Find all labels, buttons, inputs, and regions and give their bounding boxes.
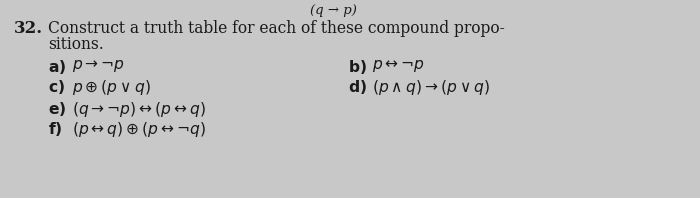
Text: $\mathbf{f)}$: $\mathbf{f)}$ xyxy=(48,120,62,138)
Text: $\mathbf{e)}$: $\mathbf{e)}$ xyxy=(48,100,66,118)
Text: $p \leftrightarrow \neg p$: $p \leftrightarrow \neg p$ xyxy=(372,58,425,74)
Text: $\mathbf{b)}$: $\mathbf{b)}$ xyxy=(348,58,367,76)
Text: $\mathbf{c)}$: $\mathbf{c)}$ xyxy=(48,78,65,96)
Text: $\mathbf{d)}$: $\mathbf{d)}$ xyxy=(348,78,367,96)
Text: $(q \rightarrow \neg p) \leftrightarrow (p \leftrightarrow q)$: $(q \rightarrow \neg p) \leftrightarrow … xyxy=(72,100,206,119)
Text: sitions.: sitions. xyxy=(48,36,104,53)
Text: Construct a truth table for each of these compound propo-: Construct a truth table for each of thes… xyxy=(48,20,505,37)
Text: $(p \wedge q) \rightarrow (p \vee q)$: $(p \wedge q) \rightarrow (p \vee q)$ xyxy=(372,78,490,97)
Text: (q → p): (q → p) xyxy=(310,4,357,17)
Text: $p \rightarrow \neg p$: $p \rightarrow \neg p$ xyxy=(72,58,125,74)
Text: 32.: 32. xyxy=(14,20,43,37)
Text: $(p \leftrightarrow q) \oplus (p \leftrightarrow \neg q)$: $(p \leftrightarrow q) \oplus (p \leftri… xyxy=(72,120,206,139)
Text: $p \oplus (p \vee q)$: $p \oplus (p \vee q)$ xyxy=(72,78,150,97)
Text: $\mathbf{a)}$: $\mathbf{a)}$ xyxy=(48,58,66,76)
